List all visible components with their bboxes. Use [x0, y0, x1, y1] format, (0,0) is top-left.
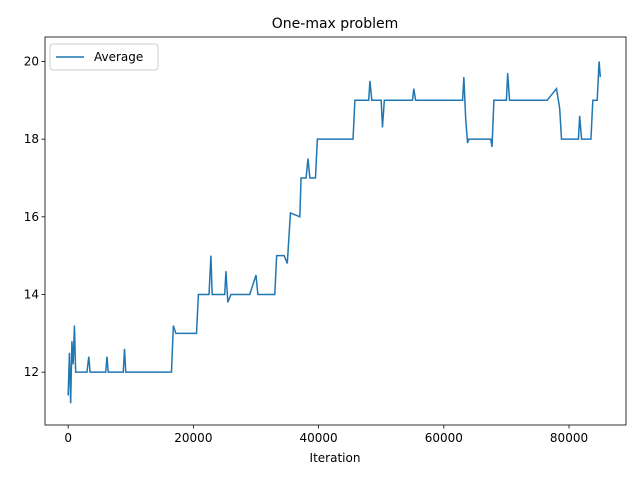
x-axis-label: Iteration [310, 451, 361, 465]
legend-box [49, 43, 159, 71]
y-tick-label: 20 [24, 54, 39, 68]
data-line [67, 61, 602, 404]
y-tick-label: 16 [24, 210, 39, 224]
chart-title: One-max problem [272, 16, 398, 32]
x-tick-label: 60000 [425, 431, 463, 445]
x-tick-label: 0 [64, 431, 72, 445]
x-tick-label: 20000 [174, 431, 212, 445]
x-tick-label: 80000 [550, 431, 588, 445]
y-tick-label: 18 [24, 132, 39, 146]
y-tick-label: 12 [24, 365, 39, 379]
y-tick-label: 14 [24, 288, 39, 302]
legend-label: Average [94, 50, 143, 64]
plot-frame [44, 36, 627, 426]
x-tick-label: 40000 [300, 431, 338, 445]
